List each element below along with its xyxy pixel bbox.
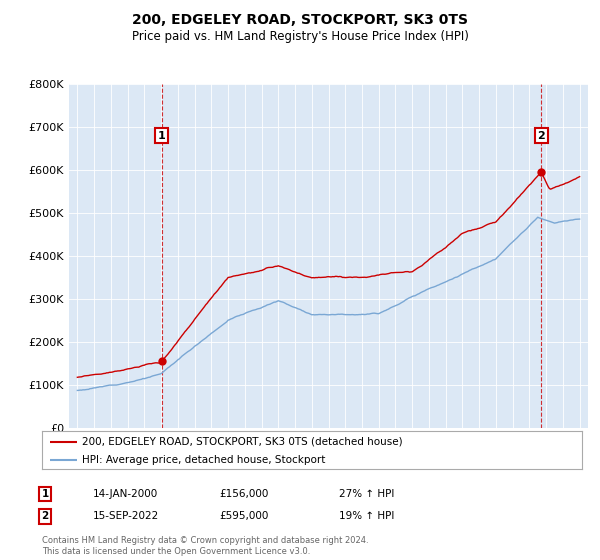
Text: Price paid vs. HM Land Registry's House Price Index (HPI): Price paid vs. HM Land Registry's House … (131, 30, 469, 43)
Text: 200, EDGELEY ROAD, STOCKPORT, SK3 0TS: 200, EDGELEY ROAD, STOCKPORT, SK3 0TS (132, 13, 468, 27)
Text: 2: 2 (538, 130, 545, 141)
Text: £595,000: £595,000 (219, 511, 268, 521)
Text: Contains HM Land Registry data © Crown copyright and database right 2024.
This d: Contains HM Land Registry data © Crown c… (42, 536, 368, 556)
Text: HPI: Average price, detached house, Stockport: HPI: Average price, detached house, Stoc… (83, 455, 326, 465)
Text: 2: 2 (41, 511, 49, 521)
Text: 27% ↑ HPI: 27% ↑ HPI (339, 489, 394, 499)
Text: 1: 1 (158, 130, 166, 141)
Text: 1: 1 (41, 489, 49, 499)
Text: 14-JAN-2000: 14-JAN-2000 (93, 489, 158, 499)
Text: £156,000: £156,000 (219, 489, 268, 499)
Text: 19% ↑ HPI: 19% ↑ HPI (339, 511, 394, 521)
Text: 200, EDGELEY ROAD, STOCKPORT, SK3 0TS (detached house): 200, EDGELEY ROAD, STOCKPORT, SK3 0TS (d… (83, 437, 403, 447)
Text: 15-SEP-2022: 15-SEP-2022 (93, 511, 159, 521)
